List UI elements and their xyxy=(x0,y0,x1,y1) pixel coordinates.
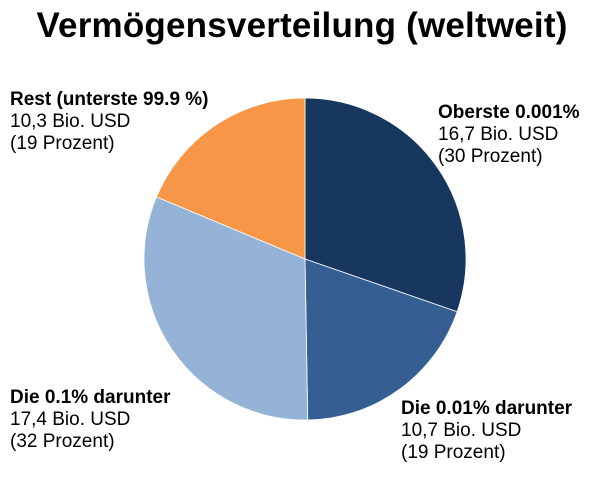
slice-label-die-01-darunter: Die 0.1% darunter 17,4 Bio. USD (32 Proz… xyxy=(10,387,171,453)
slice-name: Die 0.01% darunter xyxy=(401,398,573,419)
pie-slices xyxy=(143,97,467,421)
slice-percent: (30 Prozent) xyxy=(438,146,543,167)
slice-percent: (32 Prozent) xyxy=(10,431,115,452)
chart-title: Vermögensverteilung (weltweit) xyxy=(36,6,568,45)
slice-value: 16,7 Bio. USD xyxy=(438,124,559,145)
slice-value: 17,4 Bio. USD xyxy=(10,409,131,430)
slice-name: Oberste 0.001% xyxy=(438,102,580,123)
slice-value: 10,3 Bio. USD xyxy=(10,111,131,132)
slice-name: Rest (unterste 99.9 %) xyxy=(10,89,209,110)
slice-value: 10,7 Bio. USD xyxy=(401,420,522,441)
slice-percent: (19 Prozent) xyxy=(10,133,115,154)
slice-label-rest: Rest (unterste 99.9 %) 10,3 Bio. USD (19… xyxy=(10,89,209,155)
slice-name: Die 0.1% darunter xyxy=(10,387,171,408)
slice-label-die-001-darunter: Die 0.01% darunter 10,7 Bio. USD (19 Pro… xyxy=(401,398,572,464)
pie-slice-1 xyxy=(304,258,458,421)
pie-slice-2 xyxy=(143,196,309,421)
slice-label-oberste-0001: Oberste 0.001% 16,7 Bio. USD (30 Prozent… xyxy=(438,102,580,168)
pie-slice-0 xyxy=(304,97,467,313)
pie-slice-3 xyxy=(155,97,306,260)
slice-percent: (19 Prozent) xyxy=(401,442,506,463)
